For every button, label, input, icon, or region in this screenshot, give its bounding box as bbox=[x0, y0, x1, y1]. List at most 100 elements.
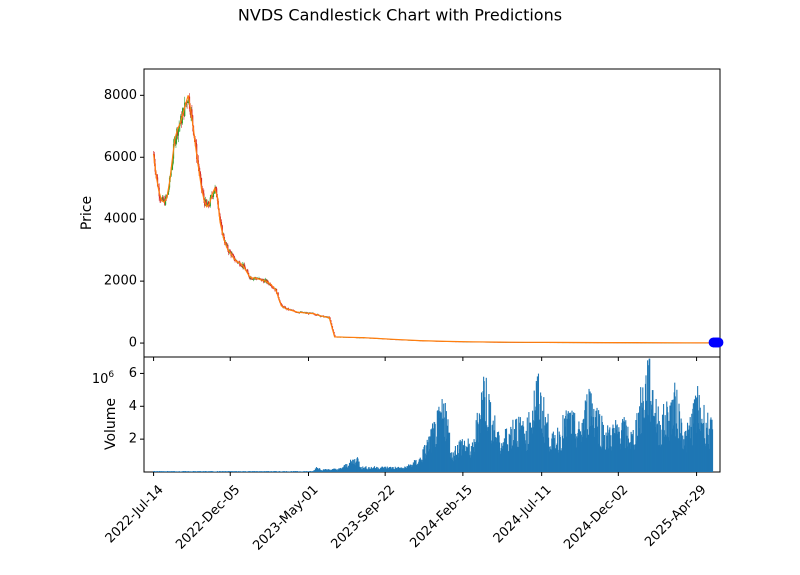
candle-body bbox=[283, 306, 286, 308]
volume-bar bbox=[454, 446, 456, 472]
volume-bar bbox=[357, 458, 359, 472]
candle-body bbox=[251, 279, 253, 280]
candle-body bbox=[263, 280, 265, 283]
candle-body bbox=[247, 270, 249, 273]
candle-body bbox=[195, 143, 197, 145]
candle-body bbox=[207, 201, 209, 207]
volume-bar bbox=[674, 396, 676, 472]
candle-body bbox=[172, 158, 174, 166]
price-y-tick-label: 2000 bbox=[104, 274, 137, 289]
candle-body bbox=[240, 265, 242, 267]
volume-y-axis: 2 4 6 bbox=[129, 366, 144, 447]
x-tick-label: 2024-Feb-15 bbox=[407, 482, 476, 551]
candle-body bbox=[240, 265, 243, 267]
candle-body bbox=[258, 278, 260, 279]
price-panel: 0 2000 4000 6000 8000 Price bbox=[79, 68, 724, 358]
candle-body bbox=[220, 222, 223, 226]
volume-y-tick-label: 2 bbox=[129, 432, 137, 447]
volume-panel: 2 4 6 Volume 106 bbox=[92, 356, 721, 473]
price-y-tick-label: 6000 bbox=[104, 150, 137, 165]
candle-body bbox=[189, 108, 191, 115]
price-y-label: Price bbox=[79, 196, 95, 230]
volume-offset-label: 106 bbox=[92, 370, 115, 387]
x-tick-label: 2024-Jul-11 bbox=[491, 482, 555, 546]
x-tick-label: 2022-Jul-14 bbox=[103, 482, 167, 546]
candle-body bbox=[186, 101, 188, 103]
candle-body bbox=[251, 279, 254, 280]
volume-bar bbox=[526, 417, 528, 472]
volume-bar bbox=[636, 413, 638, 472]
candle-body bbox=[212, 196, 214, 197]
candle-body bbox=[206, 204, 208, 207]
volume-bars bbox=[153, 358, 714, 472]
candle-body bbox=[264, 279, 266, 281]
volume-bar bbox=[365, 466, 367, 472]
candle-body bbox=[315, 315, 318, 316]
volume-bar bbox=[263, 471, 265, 472]
volume-y-tick-label: 6 bbox=[129, 366, 137, 381]
candle-body bbox=[225, 242, 227, 246]
volume-bar bbox=[640, 387, 642, 472]
volume-bar bbox=[681, 422, 683, 472]
candle-body bbox=[181, 113, 183, 124]
volume-bar bbox=[557, 427, 559, 472]
candle-body bbox=[165, 196, 167, 198]
candle-body bbox=[232, 254, 235, 256]
candle-body bbox=[271, 287, 274, 288]
candle-body bbox=[267, 280, 269, 283]
x-tick-label: 2023-May-01 bbox=[250, 482, 321, 553]
candle-body bbox=[159, 196, 161, 199]
candle-body bbox=[295, 312, 297, 313]
volume-bar bbox=[490, 402, 492, 472]
candle-body bbox=[213, 191, 215, 194]
candle-body bbox=[229, 250, 231, 253]
volume-bar bbox=[585, 401, 587, 472]
volume-bar bbox=[521, 425, 523, 472]
volume-bar bbox=[543, 397, 545, 472]
volume-bar bbox=[286, 471, 288, 472]
volume-bar bbox=[485, 377, 487, 472]
candle-body bbox=[271, 285, 273, 288]
prediction-point bbox=[713, 337, 724, 348]
volume-bar bbox=[304, 471, 306, 472]
prediction-points bbox=[708, 337, 724, 348]
volume-bar bbox=[711, 429, 714, 472]
candle-body bbox=[178, 126, 180, 129]
candle-body bbox=[215, 186, 217, 189]
volume-bar bbox=[554, 435, 556, 472]
volume-bar bbox=[222, 471, 224, 472]
candle-body bbox=[161, 196, 163, 200]
volume-bar bbox=[358, 461, 360, 472]
volume-y-label: Volume bbox=[103, 398, 119, 450]
candle-body bbox=[212, 193, 215, 197]
volume-bar bbox=[430, 429, 432, 472]
volume-bar bbox=[691, 413, 693, 472]
price-y-tick-label: 8000 bbox=[104, 88, 137, 103]
volume-bar bbox=[205, 471, 207, 472]
candle-body bbox=[281, 304, 283, 307]
price-y-axis: 0 2000 4000 6000 8000 bbox=[104, 88, 144, 351]
price-y-tick-label: 4000 bbox=[104, 212, 137, 227]
volume-bar bbox=[323, 469, 325, 472]
volume-bar bbox=[449, 432, 451, 472]
x-tick-label: 2024-Dec-02 bbox=[561, 482, 631, 552]
candle-body bbox=[208, 201, 210, 206]
volume-bar bbox=[155, 471, 157, 472]
candle-body bbox=[191, 109, 193, 116]
candle-body bbox=[246, 270, 248, 271]
candle-body bbox=[220, 219, 222, 223]
candle-body bbox=[314, 314, 316, 316]
candle-body bbox=[248, 276, 251, 279]
volume-bar bbox=[624, 421, 626, 472]
candle-body bbox=[315, 314, 317, 316]
candle-body bbox=[200, 174, 202, 178]
candle-body bbox=[174, 140, 176, 144]
candle-body bbox=[177, 128, 179, 136]
volume-bar bbox=[283, 471, 286, 472]
candle-body bbox=[298, 312, 300, 314]
candle-body bbox=[259, 278, 261, 279]
candle-body bbox=[208, 205, 211, 207]
candle-body bbox=[162, 196, 164, 202]
volume-bar bbox=[315, 467, 318, 472]
price-y-tick-label: 0 bbox=[129, 336, 137, 351]
